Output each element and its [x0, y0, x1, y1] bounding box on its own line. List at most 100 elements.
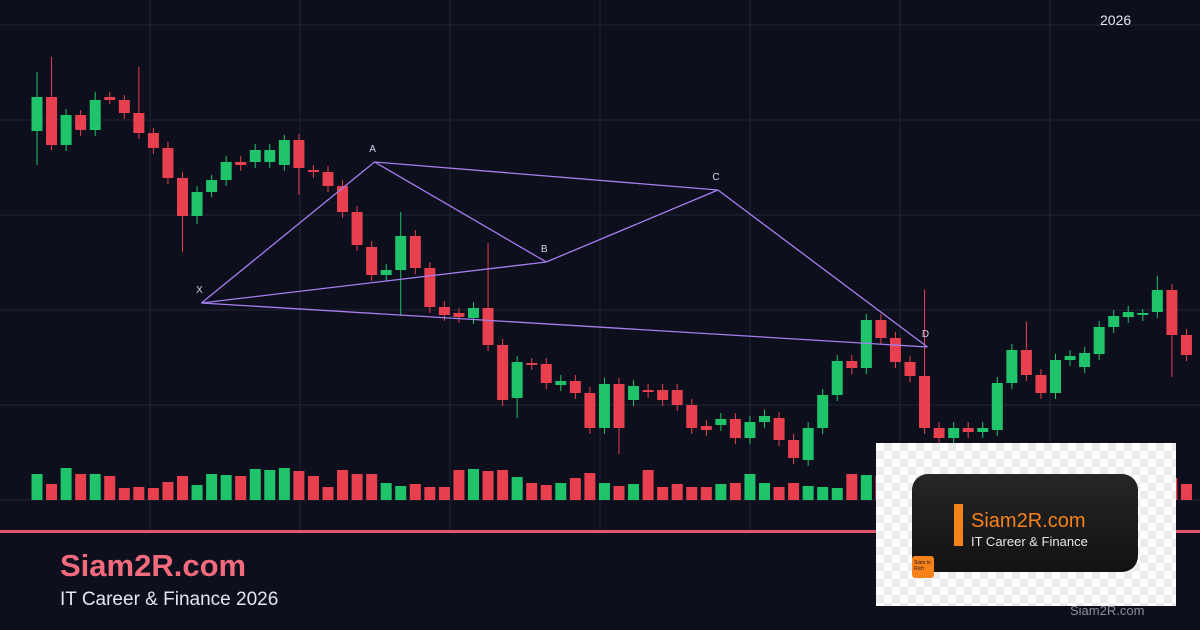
- card-site: Siam2R.com: [971, 510, 1086, 532]
- volume-bar: [686, 487, 698, 500]
- volume-bar: [817, 487, 829, 500]
- candle-body: [104, 97, 116, 100]
- badge: Siam to Rich: [912, 556, 934, 578]
- volume-bar: [89, 474, 101, 500]
- candle-body: [264, 150, 276, 162]
- candle-body: [977, 428, 989, 432]
- candle-body: [1137, 313, 1149, 315]
- candle-body: [846, 361, 858, 368]
- volume-bar: [846, 474, 858, 500]
- volume-bar: [235, 476, 247, 500]
- candle-body: [555, 381, 567, 385]
- candle-body: [75, 115, 87, 130]
- pattern-leg: [717, 189, 928, 348]
- card-tagline: IT Career & Finance: [971, 534, 1088, 549]
- candle-body: [744, 422, 756, 438]
- volume-bar: [744, 474, 756, 500]
- volume-bar: [773, 487, 785, 500]
- volume-bar: [147, 488, 159, 500]
- volume-bar: [31, 474, 43, 500]
- pattern-label: D: [922, 329, 929, 340]
- volume-bar: [162, 482, 174, 500]
- volume-bar: [104, 476, 116, 500]
- brand: Siam2R.com: [60, 548, 247, 583]
- candle-body: [235, 162, 247, 165]
- volume-bar: [468, 469, 479, 500]
- candle-body: [191, 192, 203, 216]
- logo-overlay: Siam2R.com IT Career & Finance Siam to R…: [876, 443, 1176, 606]
- volume-bar: [628, 484, 640, 500]
- volume-bar: [264, 470, 276, 500]
- volume-bar: [278, 468, 290, 500]
- volume-bar: [497, 470, 509, 500]
- volume-bar: [366, 474, 378, 500]
- candle-body: [206, 180, 218, 192]
- candle-body: [453, 313, 465, 317]
- candle-body: [497, 345, 509, 400]
- candle-body: [1166, 290, 1178, 335]
- candle-body: [598, 384, 610, 428]
- candle-body: [1020, 350, 1032, 375]
- candle-body: [307, 170, 319, 172]
- candle-body: [1006, 350, 1018, 383]
- volume-bar: [729, 483, 741, 500]
- candle-body: [1108, 316, 1120, 327]
- candle-body: [380, 270, 392, 275]
- volume-bar: [482, 471, 494, 500]
- pattern-leg: [201, 261, 547, 304]
- pattern-label: X: [196, 285, 203, 296]
- candle-body: [1035, 375, 1047, 393]
- pattern-leg: [374, 161, 547, 263]
- candles: [31, 57, 1192, 500]
- candle-body: [773, 418, 785, 440]
- candle-body: [511, 362, 523, 398]
- tagline: IT Career & Finance 2026: [60, 589, 279, 610]
- candle-body: [904, 362, 916, 376]
- candle-body: [351, 212, 363, 245]
- candle-body: [293, 140, 305, 168]
- volume-bar: [191, 485, 203, 500]
- candle-body: [817, 395, 829, 428]
- candle-body: [628, 386, 640, 400]
- volume-bar: [118, 488, 130, 500]
- volume-bar: [133, 487, 145, 500]
- volume-bar: [46, 484, 58, 500]
- candle-body: [424, 268, 436, 307]
- pattern-label: A: [369, 144, 376, 155]
- volume-bar: [540, 485, 552, 500]
- candle-body: [89, 100, 101, 130]
- candle-body: [395, 236, 407, 270]
- candle-body: [31, 97, 43, 131]
- watermark: Siam2R.com: [1070, 603, 1145, 618]
- candle-body: [729, 419, 741, 438]
- volume-bar: [584, 473, 596, 500]
- volume-bar: [613, 486, 625, 500]
- candle-body: [962, 428, 974, 432]
- year-label: 2026: [1100, 12, 1132, 28]
- candle-body: [468, 308, 479, 318]
- candle-body: [482, 308, 494, 345]
- candle-body: [889, 338, 901, 362]
- volume-bar: [249, 469, 261, 500]
- volume-bar: [438, 487, 450, 500]
- candle-body: [526, 363, 538, 365]
- volume-bar: [569, 478, 581, 500]
- candle-body: [133, 113, 145, 133]
- candle-body: [657, 390, 669, 400]
- candle-body: [162, 148, 174, 178]
- candle-body: [671, 390, 683, 405]
- volume-bar: [715, 484, 727, 500]
- volume-bar: [831, 488, 843, 500]
- candle-body: [366, 247, 378, 275]
- candle-body: [249, 150, 261, 162]
- volume-bar: [75, 474, 87, 500]
- candle-body: [337, 186, 349, 212]
- pattern-label: C: [712, 172, 719, 183]
- candle-body: [715, 419, 727, 425]
- volume-bar: [860, 475, 872, 500]
- pattern-leg: [201, 161, 375, 304]
- volume-bar: [351, 474, 363, 500]
- volume-bar: [322, 487, 334, 500]
- candle-body: [540, 364, 552, 383]
